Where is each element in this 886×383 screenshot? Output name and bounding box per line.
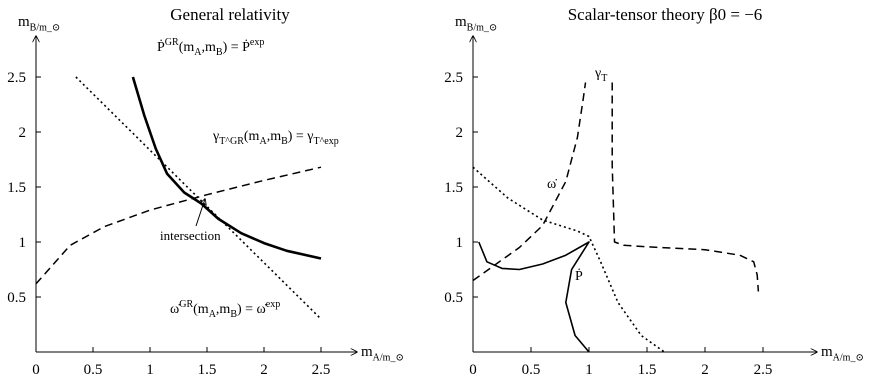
y-tick-label: 1.5 bbox=[444, 180, 463, 196]
x-tick-label: 2.5 bbox=[312, 362, 331, 378]
gr-panel: 0 0.5 1 1.5 2 2.5 0.5 1 1.5 2 2.5 mB/m_⊙​ mA/m_⊙​ Gen… bbox=[7, 5, 404, 378]
y-tick-label: 2 bbox=[456, 125, 464, 141]
chart-title: Scalar-tensor theory β0 = −6 bbox=[568, 5, 763, 24]
pdot-label: Ṗ bbox=[575, 268, 583, 284]
x-tick-label: 0.5 bbox=[84, 362, 103, 378]
y-tick-label: 1 bbox=[19, 235, 27, 251]
x-tick-label: 2 bbox=[701, 362, 709, 378]
y-tick-label: 2.5 bbox=[444, 70, 463, 86]
scalar-tensor-panel: 0 0.5 1 1.5 2 2.5 0.5 1 1.5 2 2.5 mB/m_⊙​ mA/m_⊙​ Sca… bbox=[444, 5, 864, 378]
y-tick-label: 2.5 bbox=[7, 70, 26, 86]
y-axis-label: mB/m_⊙​ bbox=[455, 14, 497, 34]
omega-label: ω̇ bbox=[547, 177, 557, 192]
x-axis-label: mA/m_⊙​ bbox=[361, 344, 404, 364]
chart-title: General relativity bbox=[170, 5, 290, 24]
x-tick-label: 1 bbox=[585, 362, 593, 378]
series-line bbox=[472, 82, 587, 282]
y-tick-label: 2 bbox=[19, 125, 27, 141]
gamma-label: γT^GR​(mA​,mB​) = γT^exp​ bbox=[212, 129, 339, 147]
x-tick-label: 2.5 bbox=[754, 362, 773, 378]
x-tick-label: 2 bbox=[260, 362, 268, 378]
series-line bbox=[75, 76, 322, 320]
y-tick-label: 0.5 bbox=[444, 290, 463, 306]
y-tick-label: 1.5 bbox=[7, 180, 26, 196]
x-tick-label: 0 bbox=[469, 362, 477, 378]
series-line bbox=[611, 82, 760, 292]
intersection-arrow bbox=[195, 199, 205, 227]
gamma-label: γT​ bbox=[594, 66, 607, 84]
y-tick-label: 1 bbox=[456, 235, 464, 251]
x-tick-label: 1 bbox=[146, 362, 154, 378]
x-axis-label: mA/m_⊙​ bbox=[821, 344, 864, 364]
intersection-label: intersection bbox=[160, 228, 221, 243]
series-line bbox=[478, 241, 590, 353]
x-tick-label: 0 bbox=[32, 362, 40, 378]
pdot-label: ṖGR​(mA​,mB​) = Ṗexp​ bbox=[157, 37, 264, 58]
y-axis-label: mB/m_⊙​ bbox=[18, 14, 60, 34]
omega-label: ω̇GR​(mA​,mB​) = ω̇exp​ bbox=[170, 299, 280, 320]
y-tick-label: 0.5 bbox=[7, 290, 26, 306]
x-tick-label: 1.5 bbox=[198, 362, 217, 378]
x-tick-label: 0.5 bbox=[522, 362, 541, 378]
series-line bbox=[472, 166, 665, 353]
x-tick-label: 1.5 bbox=[638, 362, 657, 378]
